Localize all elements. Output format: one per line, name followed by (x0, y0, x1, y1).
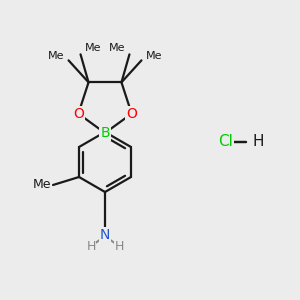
Text: Cl: Cl (218, 134, 233, 149)
Text: Me: Me (146, 51, 162, 61)
Text: Me: Me (85, 43, 101, 53)
Text: Me: Me (32, 178, 51, 191)
Text: H: H (86, 241, 96, 254)
Text: H: H (114, 241, 124, 254)
Text: O: O (73, 107, 84, 121)
Text: Me: Me (48, 51, 64, 61)
Text: Me: Me (109, 43, 125, 53)
Text: N: N (100, 228, 110, 242)
Text: H: H (252, 134, 263, 149)
Text: O: O (126, 107, 137, 121)
Text: B: B (100, 126, 110, 140)
